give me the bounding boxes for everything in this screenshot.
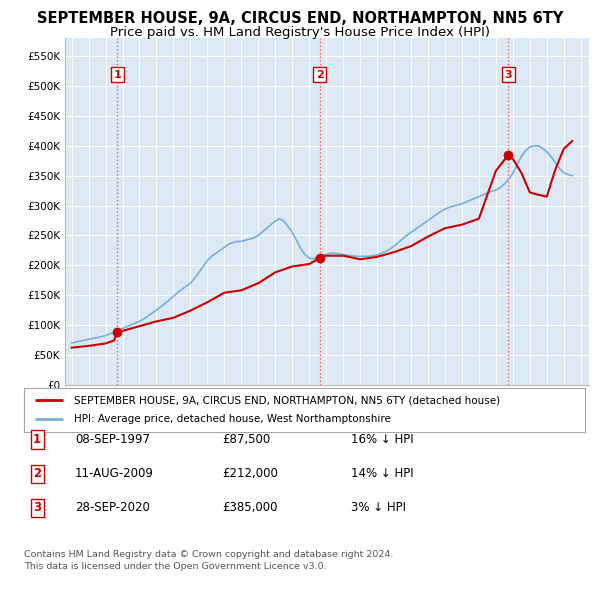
Text: 1: 1 xyxy=(113,70,121,80)
Text: 11-AUG-2009: 11-AUG-2009 xyxy=(75,467,154,480)
Text: 08-SEP-1997: 08-SEP-1997 xyxy=(75,433,150,446)
Text: 3: 3 xyxy=(33,502,41,514)
Text: 2: 2 xyxy=(316,70,323,80)
Text: HPI: Average price, detached house, West Northamptonshire: HPI: Average price, detached house, West… xyxy=(74,415,391,424)
Text: Price paid vs. HM Land Registry's House Price Index (HPI): Price paid vs. HM Land Registry's House … xyxy=(110,26,490,39)
Text: 3% ↓ HPI: 3% ↓ HPI xyxy=(351,502,406,514)
Text: 28-SEP-2020: 28-SEP-2020 xyxy=(75,502,150,514)
Text: 2: 2 xyxy=(33,467,41,480)
Text: £385,000: £385,000 xyxy=(222,502,277,514)
Text: Contains HM Land Registry data © Crown copyright and database right 2024.
This d: Contains HM Land Registry data © Crown c… xyxy=(24,550,394,571)
Text: £212,000: £212,000 xyxy=(222,467,278,480)
Text: 3: 3 xyxy=(505,70,512,80)
Text: 1: 1 xyxy=(33,433,41,446)
Text: 14% ↓ HPI: 14% ↓ HPI xyxy=(351,467,413,480)
Text: £87,500: £87,500 xyxy=(222,433,270,446)
Text: SEPTEMBER HOUSE, 9A, CIRCUS END, NORTHAMPTON, NN5 6TY: SEPTEMBER HOUSE, 9A, CIRCUS END, NORTHAM… xyxy=(37,11,563,27)
Text: 16% ↓ HPI: 16% ↓ HPI xyxy=(351,433,413,446)
Text: SEPTEMBER HOUSE, 9A, CIRCUS END, NORTHAMPTON, NN5 6TY (detached house): SEPTEMBER HOUSE, 9A, CIRCUS END, NORTHAM… xyxy=(74,395,500,405)
